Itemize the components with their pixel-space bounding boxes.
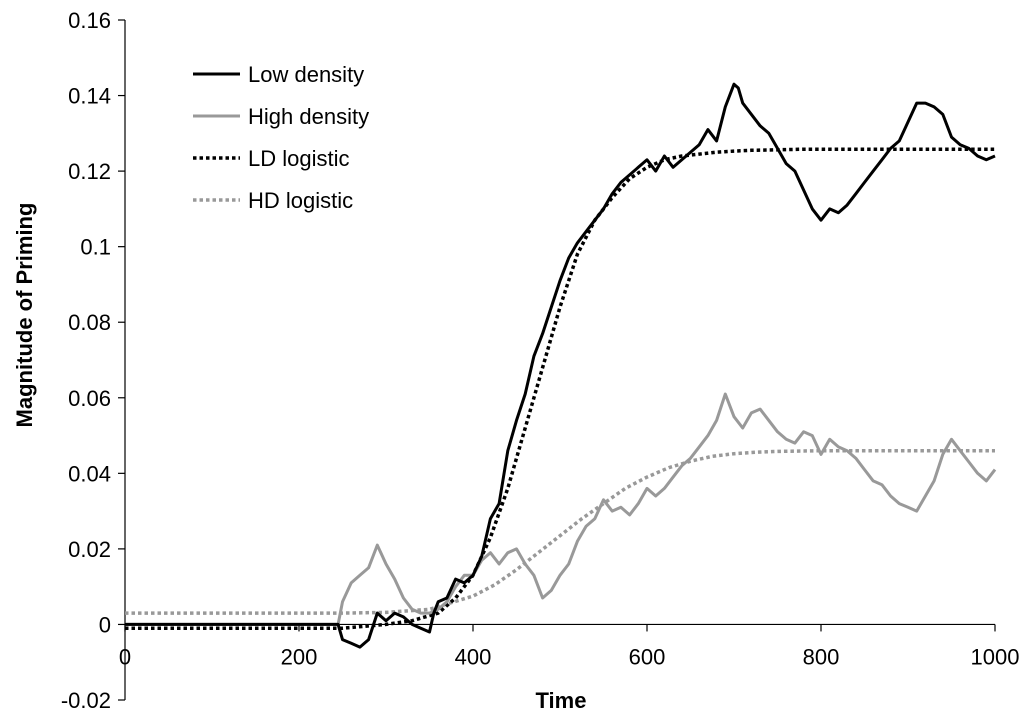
y-tick-label: 0.14 [68, 84, 111, 109]
y-tick-label: 0.04 [68, 461, 111, 486]
x-tick-label: 0 [119, 644, 131, 669]
x-tick-label: 200 [281, 644, 318, 669]
series-line-hd-logistic [125, 448, 995, 615]
y-tick-label: 0.12 [68, 159, 111, 184]
legend-label-low-density: Low density [248, 62, 364, 87]
x-tick-label: 800 [803, 644, 840, 669]
series-line-low-density [125, 82, 996, 649]
y-axis-title: Magnitude of Priming [12, 203, 37, 428]
legend-label-ld-logistic: LD logistic [248, 146, 349, 171]
legend-label-hd-logistic: HD logistic [248, 188, 353, 213]
series-line-high-density [125, 392, 997, 626]
y-tick-label: 0 [99, 612, 111, 637]
x-axis-title: Time [536, 688, 587, 713]
series-line-ld-logistic [125, 147, 995, 630]
y-tick-label: 0.02 [68, 537, 111, 562]
x-tick-label: 1000 [971, 644, 1020, 669]
y-tick-label: 0.06 [68, 386, 111, 411]
y-tick-label: -0.02 [61, 688, 111, 713]
y-tick-label: 0.16 [68, 8, 111, 33]
x-tick-label: 600 [629, 644, 666, 669]
legend-label-high-density: High density [248, 104, 369, 129]
axes: -0.02 0 0.02 0.04 0.06 0.08 0.1 0.12 0.14 0.16 0 20… [61, 8, 1020, 713]
y-tick-label: 0.08 [68, 310, 111, 335]
y-tick-label: 0.1 [80, 235, 111, 260]
series-layer [125, 82, 997, 649]
x-tick-label: 400 [455, 644, 492, 669]
legend: Low density High density LD logistic HD log… [193, 62, 369, 213]
